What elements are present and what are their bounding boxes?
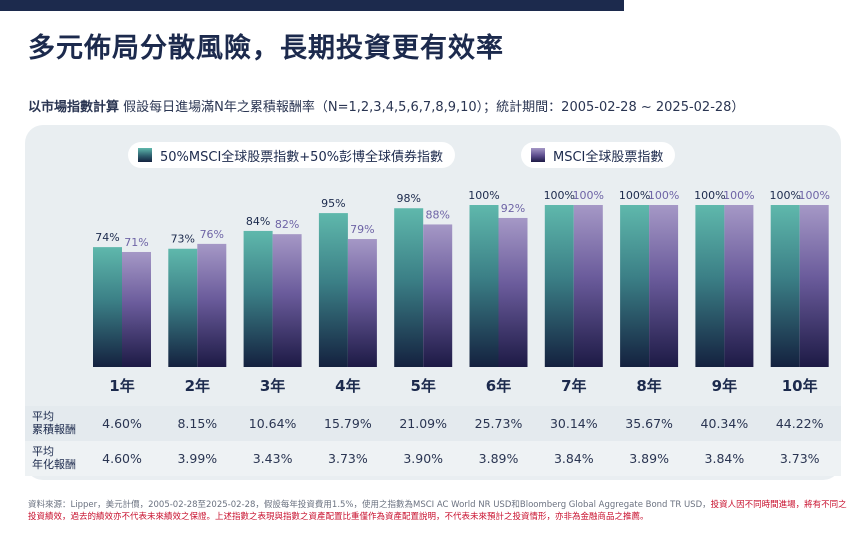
annualized-cell-6: 3.89% [478,451,519,466]
bar-balanced-2 [168,248,198,367]
annualized-cell-3: 3.43% [252,451,293,466]
subtitle-bold: 以市場指數計算 [28,100,120,115]
cumulative-cell-4: 15.79% [324,416,372,431]
cumulative-cell-2: 8.15% [177,416,218,431]
data-label-equity-8: 100% [648,189,679,202]
data-label-balanced-8: 100% [619,189,650,202]
x-tick-label-6: 6年 [486,377,511,395]
bar-balanced-5 [394,208,424,367]
data-label-equity-9: 100% [723,189,754,202]
data-label-equity-7: 100% [573,189,604,202]
annualized-cell-7: 3.84% [553,451,594,466]
data-label-equity-1: 71% [124,236,148,249]
data-label-equity-5: 88% [425,208,449,221]
table-row-annualized [25,441,841,476]
data-label-equity-4: 79% [350,223,374,236]
bar-equity-6 [498,217,528,367]
footnote-disclaimer: 投資人因不同時間進場，將有不同之投資績效，過去的績效亦不代表未來績效之保證。上述… [28,500,847,522]
data-label-balanced-7: 100% [544,189,575,202]
annualized-cell-9: 3.84% [704,451,745,466]
x-tick-label-5: 5年 [410,377,435,395]
x-tick-label-10: 10年 [782,377,818,395]
annualized-cell-5: 3.90% [403,451,444,466]
row-label-annualized: 平均 年化報酬 [32,445,76,471]
bar-equity-10 [799,205,829,367]
row-label-cumulative: 平均 累積報酬 [32,410,76,436]
page-title: 多元佈局分散風險，長期投資更有效率 [28,33,504,64]
cumulative-cell-7: 30.14% [549,416,598,431]
annualized-cell-2: 3.99% [177,451,218,466]
data-label-balanced-3: 84% [246,215,270,228]
bar-balanced-7 [544,205,574,367]
bar-equity-1 [122,251,151,367]
bar-balanced-8 [620,205,650,367]
annualized-cell-10: 3.73% [779,451,820,466]
bar-equity-9 [724,205,754,367]
cumulative-cell-3: 10.64% [248,416,297,431]
bar-balanced-9 [695,205,725,367]
footnote: 資料來源：Lipper，美元計價，2005-02-28至2025-02-28，假… [28,499,848,523]
x-tick-label-1: 1年 [109,377,134,395]
data-label-balanced-10: 100% [769,189,800,202]
data-label-equity-2: 76% [200,228,224,241]
bar-balanced-6 [469,205,499,367]
legend-item-equity: MSCI全球股票指數 [521,142,676,168]
legend-swatch-equity [531,148,545,162]
bar-equity-4 [347,239,377,367]
x-tick-label-4: 4年 [335,377,360,395]
data-label-equity-10: 100% [798,189,829,202]
cumulative-cell-10: 44.22% [775,416,824,431]
bar-balanced-3 [243,230,273,367]
cumulative-cell-6: 25.73% [474,416,523,431]
x-tick-label-8: 8年 [636,377,661,395]
bar-balanced-10 [770,205,800,367]
x-tick-label-7: 7年 [561,377,586,395]
footnote-source: 資料來源：Lipper，美元計價，2005-02-28至2025-02-28，假… [28,500,711,510]
data-label-equity-3: 82% [275,218,299,231]
data-label-balanced-5: 98% [396,192,420,205]
table-row-cumulative [25,406,841,441]
legend-label-balanced: 50%MSCI全球股票指數+50%彭博全球債券指數 [160,149,444,165]
x-tick-label-9: 9年 [712,377,737,395]
cumulative-cell-9: 40.34% [700,416,749,431]
data-label-balanced-6: 100% [468,189,499,202]
bar-equity-2 [197,243,227,367]
bar-equity-5 [423,224,453,367]
top-accent-bar [0,0,624,11]
legend-item-balanced: 50%MSCI全球股票指數+50%彭博全球債券指數 [128,142,456,168]
bar-equity-3 [272,234,302,367]
x-tick-label-2: 2年 [185,377,210,395]
annualized-cell-1: 4.60% [102,451,142,466]
data-label-equity-6: 92% [501,202,525,215]
chart-subtitle: 以市場指數計算 假設每日進場滿N年之累積報酬率（N=1,2,3,4,5,6,7,… [28,96,744,115]
data-label-balanced-1: 74% [95,231,119,244]
annualized-cell-4: 3.73% [328,451,368,466]
x-tick-label-3: 3年 [260,377,285,395]
bar-balanced-4 [318,213,348,367]
subtitle-text: 假設每日進場滿N年之累積報酬率（N=1,2,3,4,5,6,7,8,9,10）；… [123,100,745,115]
bar-equity-7 [573,205,603,367]
legend-label-equity: MSCI全球股票指數 [553,149,664,165]
data-label-balanced-2: 73% [171,233,195,246]
cumulative-cell-8: 35.67% [625,416,673,431]
bar-balanced-1 [93,247,122,367]
cumulative-cell-5: 21.09% [399,416,448,431]
annualized-cell-8: 3.89% [629,451,669,466]
bar-equity-8 [649,205,679,367]
cumulative-cell-1: 4.60% [102,416,142,431]
data-label-balanced-9: 100% [694,189,725,202]
legend-swatch-balanced [138,148,152,162]
data-label-balanced-4: 95% [321,197,345,210]
